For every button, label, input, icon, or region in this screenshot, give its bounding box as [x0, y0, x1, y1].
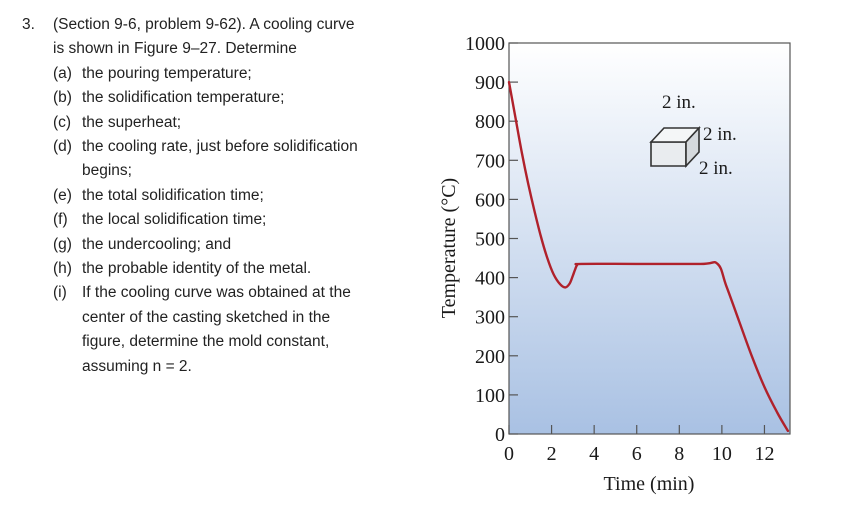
part-f: (f) the local solidification time; — [22, 208, 402, 232]
tick-labels: 0 100 200 300 400 500 600 700 800 900 1000 0 2 4 6 8 10 1… — [465, 33, 774, 465]
part-b: (b) the solidification temperature; — [22, 86, 402, 110]
part-g: (g) the undercooling; and — [22, 233, 402, 257]
cooling-curve-line — [507, 80, 790, 433]
part-d-continued: begins; — [82, 162, 132, 180]
part-label: (b) — [53, 89, 72, 107]
x-tick-label: 12 — [754, 443, 774, 465]
y-tick-label: 100 — [475, 385, 505, 407]
problem-intro-text-1: (Section 9-6, problem 9-62). A cooling c… — [53, 16, 355, 33]
y-tick-label: 1000 — [465, 33, 505, 55]
x-tick-label: 0 — [504, 443, 514, 465]
part-label: (f) — [53, 211, 68, 229]
problem-intro-line-2: is shown in Figure 9–27. Determine — [53, 40, 297, 58]
y-tick-label: 200 — [475, 346, 505, 368]
part-e: (e) the total solidification time; — [22, 184, 402, 208]
part-i-continued-2: figure, determine the mold constant, — [82, 333, 330, 351]
x-tick-label: 10 — [712, 443, 732, 465]
y-tick-label: 500 — [475, 229, 505, 251]
x-axis-title: Time (min) — [604, 473, 695, 495]
part-label: (d) — [53, 138, 72, 156]
cube-dimension-depth: 2 in. — [699, 158, 733, 179]
y-tick-label: 0 — [495, 424, 505, 446]
y-axis-title: Temperature (°C) — [438, 178, 460, 318]
part-text: the undercooling; and — [82, 235, 232, 253]
part-label: (h) — [53, 260, 72, 278]
y-tick-label: 700 — [475, 150, 505, 172]
part-c: (c) the superheat; — [22, 111, 402, 135]
axis-ticks — [508, 42, 766, 435]
chart-svg: 0 100 200 300 400 500 600 700 800 900 1000 0 2 4 6 8 10 1… — [438, 33, 791, 495]
cube-side-face — [685, 125, 700, 169]
part-i-continued-3: assuming n = 2. — [82, 357, 192, 375]
part-h: (h) the probable identity of the metal. — [22, 257, 402, 281]
part-label: (i) — [53, 284, 67, 302]
part-text: the cooling rate, just before solidifica… — [82, 138, 358, 156]
x-tick-label: 8 — [674, 443, 684, 465]
y-tick-label: 900 — [475, 72, 505, 94]
x-tick-label: 2 — [547, 443, 557, 465]
plot-area — [508, 42, 791, 435]
part-i-continued-1: center of the casting sketched in the — [82, 308, 331, 326]
y-tick-label: 300 — [475, 307, 505, 329]
part-text: the solidification temperature; — [82, 89, 285, 107]
part-label: (g) — [53, 235, 72, 253]
problem-statement: 3. (Section 9-6, problem 9-62). A cooling… — [22, 13, 402, 379]
cooling-curve-chart: 0 100 200 300 400 500 600 700 800 900 1000 0 2 4 6 8 10 1… — [425, 18, 864, 515]
problem-number: 3. — [22, 16, 35, 33]
part-label: (a) — [53, 64, 72, 82]
x-tick-label: 6 — [632, 443, 642, 465]
part-text: the probable identity of the metal. — [82, 260, 312, 278]
part-label: (c) — [53, 113, 72, 131]
problem-intro-line-1: 3. (Section 9-6, problem 9-62). A cooling… — [22, 13, 402, 37]
part-text: the total solidification time; — [82, 186, 264, 204]
part-d: (d) the cooling rate, just before solidif… — [22, 135, 402, 159]
part-text: the superheat; — [82, 113, 182, 131]
part-a: (a) the pouring temperature; — [22, 62, 402, 86]
cube-inset: 2 in. 2 in. 2 in. — [649, 92, 737, 179]
cube-dimension-top: 2 in. — [662, 92, 696, 113]
part-text: the local solidification time; — [82, 211, 267, 229]
y-tick-label: 600 — [475, 189, 505, 211]
cube-dimension-side: 2 in. — [703, 124, 737, 145]
x-tick-label: 4 — [589, 443, 599, 465]
part-text: If the cooling curve was obtained at the — [82, 284, 351, 302]
part-text: the pouring temperature; — [82, 64, 252, 82]
part-label: (e) — [53, 186, 72, 204]
y-tick-label: 800 — [475, 111, 505, 133]
y-tick-label: 400 — [475, 268, 505, 290]
part-i: (i) If the cooling curve was obtained at … — [22, 281, 402, 305]
cube-front-face — [650, 141, 687, 167]
